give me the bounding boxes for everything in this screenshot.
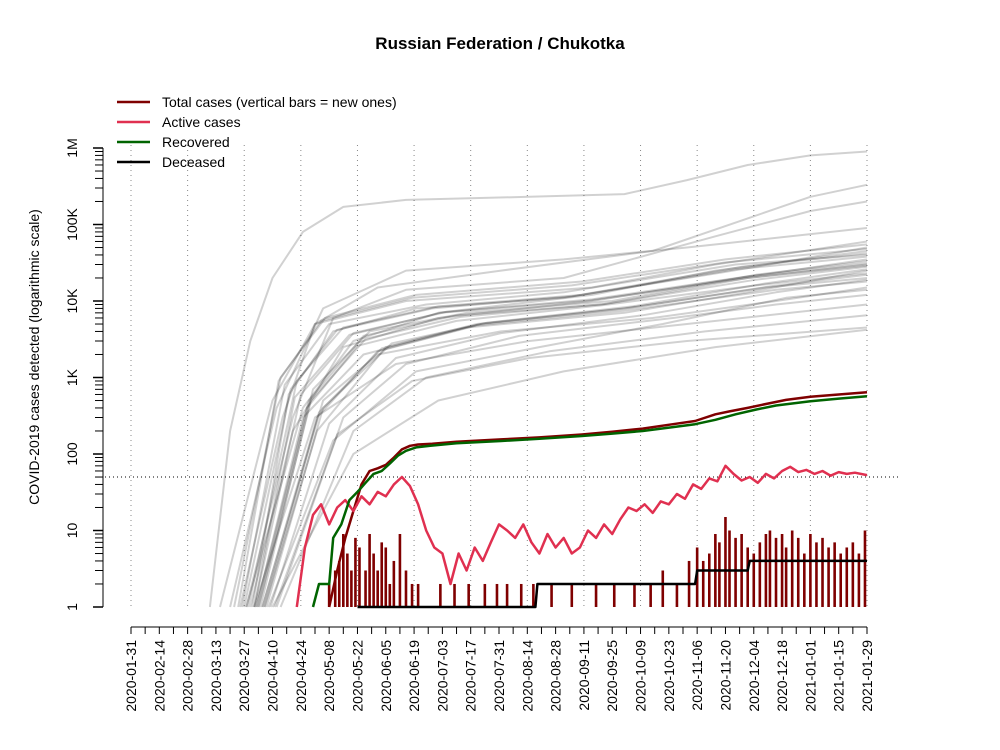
series-layer xyxy=(295,391,868,609)
legend-label: Recovered xyxy=(162,134,230,150)
x-tick-label: 2020-05-22 xyxy=(349,640,365,712)
background-region-line xyxy=(253,262,868,608)
background-region-line xyxy=(279,314,868,608)
background-region-line xyxy=(243,252,868,608)
x-axis: 2020-01-31 2020-02-14 2020-02-28 2020-03-13… xyxy=(123,626,875,712)
background-region-line xyxy=(275,293,868,608)
background-region-line xyxy=(251,246,868,608)
x-tick-label: 2020-07-03 xyxy=(434,640,450,712)
background-region-line xyxy=(245,250,868,608)
background-region-line xyxy=(247,255,868,608)
x-tick-label: 2020-07-17 xyxy=(463,640,479,712)
background-region-line xyxy=(233,243,868,608)
chart-title: Russian Federation / Chukotka xyxy=(375,34,625,53)
background-region-line xyxy=(208,150,868,608)
x-tick-label: 2020-04-24 xyxy=(293,640,309,712)
background-region-line xyxy=(229,227,868,608)
background-region-line xyxy=(269,278,868,608)
background-region-line xyxy=(255,269,868,608)
series-line-total xyxy=(327,391,868,608)
x-tick-label: 2020-11-06 xyxy=(689,640,705,711)
x-tick-label: 2020-06-19 xyxy=(406,640,422,712)
series-line-active xyxy=(295,464,868,608)
legend-label: Active cases xyxy=(162,114,241,130)
legend-label: Total cases (vertical bars = new ones) xyxy=(162,94,397,110)
background-region-line xyxy=(265,268,868,608)
y-tick-label: 10 xyxy=(64,523,80,539)
background-region-line xyxy=(257,263,868,608)
x-tick-label: 2020-11-20 xyxy=(717,640,733,711)
background-region-line xyxy=(239,183,868,608)
background-region-line xyxy=(245,200,868,608)
x-tick-label: 2020-07-31 xyxy=(491,640,507,712)
background-region-line xyxy=(259,260,868,608)
grid-layer xyxy=(130,145,868,607)
x-tick-label: 2020-06-05 xyxy=(378,640,394,712)
background-region-line xyxy=(219,240,868,608)
series-line-recovered xyxy=(311,394,868,608)
legend: Total cases (vertical bars = new ones) Ac… xyxy=(117,94,397,170)
x-tick-label: 2020-01-31 xyxy=(123,640,139,712)
y-tick-label: 100 xyxy=(64,442,80,466)
y-tick-label: 1M xyxy=(64,138,80,157)
background-region-line xyxy=(261,280,868,608)
background-region-line xyxy=(255,272,868,608)
legend-label: Deceased xyxy=(162,154,225,170)
background-region-line xyxy=(263,277,868,608)
x-tick-label: 2020-10-09 xyxy=(633,640,649,712)
y-axis: 1 10 100 1K 10K 100K 1M xyxy=(64,138,104,611)
x-tick-label: 2020-03-27 xyxy=(236,640,252,712)
x-tick-label: 2021-01-29 xyxy=(859,640,875,712)
series-line-deceased xyxy=(357,559,867,609)
background-region-line xyxy=(249,258,868,608)
x-tick-label: 2020-08-28 xyxy=(548,640,564,712)
background-region-line xyxy=(257,265,868,608)
background-region-line xyxy=(273,326,868,608)
x-tick-label: 2020-03-13 xyxy=(208,640,224,712)
x-tick-label: 2021-01-15 xyxy=(831,640,847,712)
x-tick-label: 2020-10-23 xyxy=(661,640,677,712)
x-tick-label: 2020-09-11 xyxy=(576,640,592,711)
background-region-line xyxy=(271,328,868,608)
x-tick-label: 2020-12-04 xyxy=(746,640,762,712)
background-region-line xyxy=(253,303,868,608)
background-region-line xyxy=(267,288,868,608)
x-tick-label: 2020-02-28 xyxy=(180,640,196,712)
x-tick-label: 2020-04-10 xyxy=(265,640,281,712)
y-tick-label: 100K xyxy=(64,207,80,240)
y-tick-label: 1 xyxy=(64,603,80,611)
background-series-layer xyxy=(208,150,868,608)
background-region-line xyxy=(253,264,868,608)
y-tick-label: 10K xyxy=(64,288,80,314)
new-cases-bars xyxy=(327,517,867,607)
x-tick-label: 2020-02-14 xyxy=(151,640,167,712)
background-region-line xyxy=(263,273,868,608)
background-region-line xyxy=(241,253,868,608)
background-region-line xyxy=(261,286,868,608)
x-tick-label: 2020-08-14 xyxy=(519,640,535,712)
x-tick-label: 2020-05-08 xyxy=(321,640,337,712)
x-tick-label: 2020-09-25 xyxy=(604,640,620,712)
x-tick-label: 2021-01-01 xyxy=(802,640,818,712)
y-tick-label: 1K xyxy=(64,368,80,386)
background-region-line xyxy=(237,247,868,608)
y-axis-label: COVID-2019 cases detected (logarithmic s… xyxy=(26,209,42,505)
x-tick-label: 2020-12-18 xyxy=(774,640,790,712)
